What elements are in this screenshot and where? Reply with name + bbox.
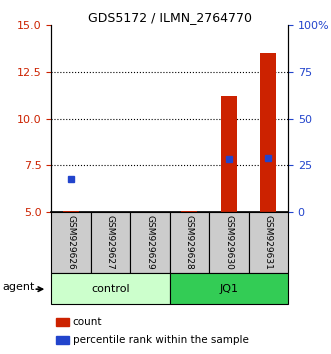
Text: GSM929627: GSM929627 [106,215,115,270]
Bar [209,212,249,273]
Text: agent: agent [3,282,35,292]
Text: GSM929631: GSM929631 [264,215,273,270]
Bar [249,212,288,273]
Text: count: count [72,317,102,327]
Bar [51,212,91,273]
Bar [56,318,69,326]
Text: control: control [91,284,130,293]
Text: GSM929630: GSM929630 [224,215,233,270]
Text: GSM929628: GSM929628 [185,215,194,270]
Text: GSM929629: GSM929629 [145,215,155,270]
Text: JQ1: JQ1 [219,284,238,293]
Bar [51,273,169,304]
Bar [63,211,79,212]
Title: GDS5172 / ILMN_2764770: GDS5172 / ILMN_2764770 [88,11,252,24]
Bar [169,212,209,273]
Bar [260,53,276,212]
Bar [181,211,197,212]
Bar [221,96,237,212]
Bar [130,212,169,273]
Text: GSM929626: GSM929626 [67,215,75,270]
Text: percentile rank within the sample: percentile rank within the sample [72,335,249,345]
Bar [91,212,130,273]
Bar [56,336,69,344]
Bar [169,273,288,304]
